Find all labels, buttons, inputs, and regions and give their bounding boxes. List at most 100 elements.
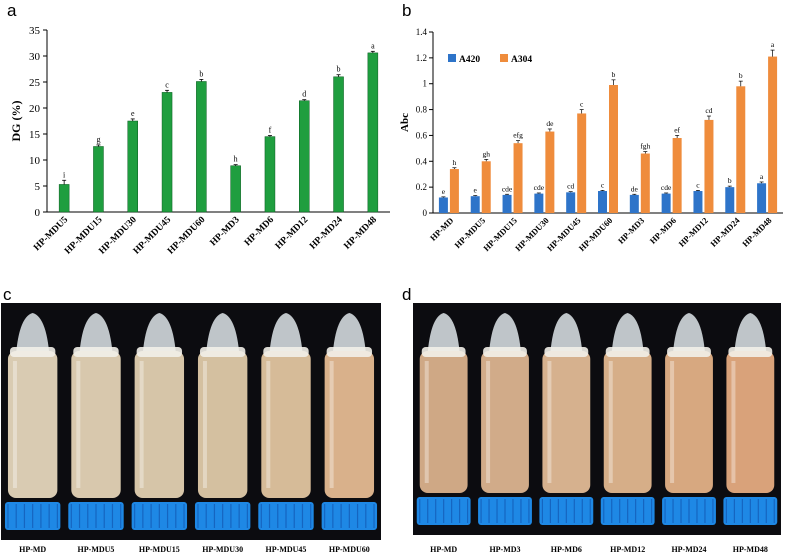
tube-foam (9, 347, 56, 357)
significance-letter: c (601, 180, 605, 189)
tube-label: HP-MD6 (550, 545, 582, 554)
significance-letter: b (337, 65, 341, 74)
centrifuge-tube (194, 313, 251, 530)
significance-letter: cde (534, 183, 545, 192)
tube-foam (263, 347, 309, 357)
photo-background (1, 303, 381, 540)
centrifuge-tube (131, 313, 188, 530)
bar (230, 165, 241, 213)
tube-foam (136, 347, 183, 357)
chart-b-absorbance-bar-chart: 0 0.2 0.4 0.6 0.8 1 1.2 1.4 Abc A420 A304 e h HP-MD e g… (399, 27, 783, 253)
centrifuge-tube (723, 313, 778, 525)
tube-highlight (486, 361, 491, 483)
tube-foam (605, 347, 650, 357)
y-tick-label: 35 (29, 25, 41, 37)
bar (333, 76, 344, 213)
panel-letter-a: a (7, 1, 17, 20)
tube-foam (728, 347, 773, 357)
y-tick-label: 25 (29, 77, 41, 89)
tube-body (7, 351, 58, 498)
tube-highlight (608, 361, 613, 483)
significance-letter: cd (705, 106, 712, 115)
significance-letter: e (474, 186, 478, 195)
significance-letter: c (580, 100, 584, 109)
y-tick-label: 1.4 (416, 27, 428, 37)
tube-foam (483, 347, 527, 357)
photo-background (413, 303, 781, 535)
x-tick-label: HP-MD12 (274, 215, 311, 252)
tube-body (197, 351, 248, 498)
significance-letter: cde (502, 184, 513, 193)
centrifuge-tube (662, 313, 716, 525)
legend-label: A304 (511, 55, 532, 65)
bar (196, 81, 207, 213)
significance-letter: c (696, 180, 700, 189)
bar (299, 100, 310, 213)
x-tick-label: HP-MD24 (708, 215, 742, 249)
y-tick-label: 0.2 (416, 182, 427, 192)
tube-label: HP-MD12 (610, 545, 646, 554)
tube-highlight (139, 361, 144, 488)
bar (367, 52, 379, 213)
bar-a304 (672, 138, 682, 213)
tube-highlight (76, 361, 81, 488)
legend-swatch (448, 54, 456, 62)
bar-a420 (598, 191, 607, 213)
significance-letter: a (771, 40, 775, 49)
significance-letter: b (612, 70, 616, 79)
tube-foam (326, 347, 373, 357)
tube-highlight (266, 361, 271, 488)
tube-label: HP-MDU5 (77, 545, 115, 554)
bar-a420 (566, 192, 576, 213)
panel-letter-c: c (3, 285, 12, 304)
y-tick-label: 1.2 (416, 53, 427, 63)
bar-a304 (736, 86, 746, 213)
x-tick-label: HP-MD (428, 215, 455, 242)
centrifuge-tube (321, 313, 378, 530)
tube-highlight (329, 361, 334, 488)
tube-label: HP-MDU45 (265, 545, 307, 554)
tube-body (542, 351, 591, 493)
x-tick-label: HP-MD3 (209, 215, 242, 248)
significance-letter: f (269, 126, 272, 135)
bar-a304 (577, 113, 587, 213)
tube-foam (73, 347, 119, 357)
tube-body (603, 351, 652, 493)
tube-highlight (731, 361, 736, 483)
tube-highlight (12, 361, 17, 488)
y-tick-label: 0.8 (416, 105, 428, 115)
tube-highlight (424, 361, 429, 483)
y-axis-label: DG (%) (9, 101, 23, 142)
significance-letter: h (453, 158, 457, 167)
bar-a420 (502, 194, 512, 213)
bar (161, 92, 173, 213)
tube-body (419, 351, 468, 493)
x-tick-label: HP-MD3 (616, 215, 646, 245)
x-tick-label: HP-MD12 (676, 215, 709, 248)
x-tick-label: HP-MD6 (648, 215, 678, 245)
significance-letter: d (302, 90, 306, 99)
significance-letter: g (96, 135, 100, 144)
y-axis-label: Abc (399, 113, 411, 132)
significance-letter: h (234, 155, 238, 164)
bar-a304 (768, 56, 778, 213)
bar (127, 120, 138, 213)
bar-a420 (693, 191, 703, 213)
legend-swatch (500, 54, 508, 62)
tube-foam (544, 347, 589, 357)
tube-highlight (202, 361, 207, 488)
y-tick-label: 5 (35, 181, 41, 193)
bar-a304 (513, 143, 523, 213)
centrifuge-tube (539, 313, 594, 525)
centrifuge-tube (478, 313, 532, 525)
centrifuge-tube (4, 313, 61, 530)
significance-letter: e (442, 187, 446, 196)
significance-letter: gh (482, 149, 490, 158)
bar-a420 (661, 193, 671, 213)
significance-letter: ef (674, 125, 680, 134)
y-tick-label: 20 (29, 103, 41, 115)
tube-label: HP-MD (19, 545, 47, 554)
tube-foam (667, 347, 711, 357)
tube-label: HP-MDU15 (138, 545, 180, 554)
